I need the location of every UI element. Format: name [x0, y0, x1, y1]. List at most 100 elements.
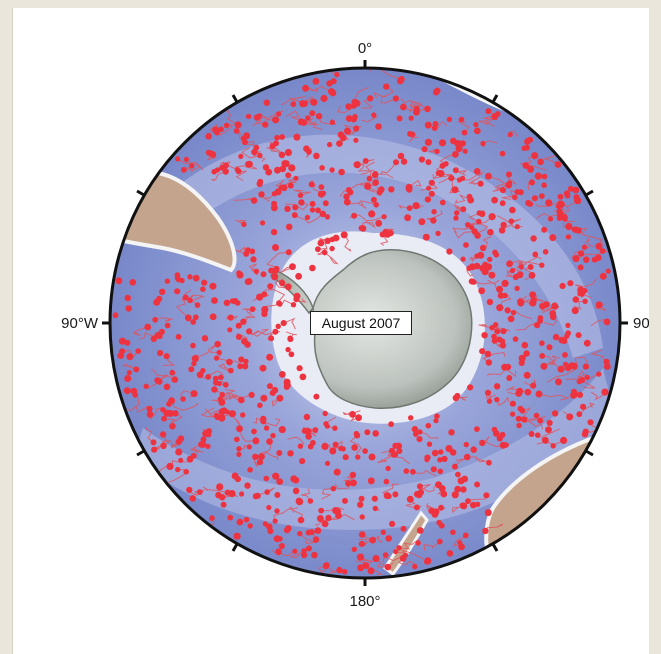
float-marker [288, 164, 296, 172]
float-marker [274, 492, 281, 498]
float-marker [547, 216, 554, 222]
float-track [543, 153, 559, 165]
float-marker [304, 214, 311, 221]
float-marker [601, 388, 609, 396]
float-marker [243, 251, 250, 257]
float-marker [283, 378, 291, 386]
float-marker [234, 121, 242, 129]
float-marker [278, 151, 286, 158]
float-marker [452, 463, 458, 470]
float-marker [571, 307, 579, 315]
float-marker [418, 156, 425, 163]
float-marker [259, 364, 267, 372]
float-marker [272, 328, 279, 335]
float-track [467, 456, 486, 463]
float-marker [571, 226, 578, 233]
float-marker [216, 349, 222, 356]
float-track [317, 247, 328, 256]
float-marker [370, 196, 377, 203]
float-marker [285, 346, 291, 353]
float-track [395, 549, 425, 560]
float-marker [234, 167, 241, 173]
float-marker [545, 426, 552, 434]
float-track [263, 299, 294, 308]
float-marker [124, 375, 132, 382]
float-marker [373, 202, 380, 208]
float-marker [292, 487, 300, 495]
float-marker [182, 294, 189, 301]
float-marker [215, 491, 222, 499]
float-marker [243, 358, 249, 364]
float-marker [326, 80, 333, 87]
float-marker [462, 148, 468, 154]
float-track [283, 317, 296, 330]
float-marker [233, 532, 241, 540]
float-track [398, 557, 418, 566]
float-marker [263, 99, 270, 106]
float-marker [509, 206, 516, 214]
float-marker [352, 113, 358, 120]
float-track [262, 193, 275, 202]
float-marker [539, 340, 545, 347]
float-marker [216, 380, 222, 387]
float-marker [372, 171, 379, 177]
float-marker [263, 475, 270, 482]
float-marker [562, 352, 568, 358]
float-marker [438, 449, 444, 455]
float-track [478, 116, 496, 126]
float-marker [314, 527, 322, 534]
float-track [275, 179, 284, 188]
float-marker [217, 396, 224, 402]
float-marker [376, 189, 383, 196]
float-marker [470, 446, 478, 454]
float-marker [312, 427, 319, 433]
float-marker [238, 356, 245, 363]
float-marker [451, 491, 459, 499]
float-marker [393, 159, 399, 166]
float-track [286, 110, 302, 122]
float-marker [260, 271, 267, 278]
float-marker [358, 540, 365, 548]
float-marker [135, 348, 141, 354]
float-marker [146, 411, 154, 418]
float-track [304, 95, 315, 105]
float-marker [396, 448, 403, 454]
float-track [505, 269, 516, 278]
float-marker [214, 340, 221, 348]
float-track [553, 204, 571, 214]
float-marker [211, 386, 218, 393]
float-marker [539, 353, 546, 359]
float-marker [433, 418, 439, 424]
float-marker [223, 122, 230, 129]
float-marker [397, 152, 405, 160]
float-marker [216, 483, 224, 491]
float-marker [491, 338, 498, 344]
float-marker [438, 504, 445, 511]
label-0-deg: 0° [358, 40, 372, 57]
float-marker [424, 121, 432, 129]
float-marker [385, 535, 393, 542]
float-marker [237, 396, 245, 404]
float-marker [273, 140, 279, 147]
float-marker [578, 250, 585, 257]
float-marker [164, 322, 171, 329]
float-marker [466, 193, 473, 200]
float-marker [247, 523, 253, 529]
float-marker [150, 439, 157, 446]
float-marker [159, 431, 167, 438]
float-marker [276, 450, 283, 456]
float-marker [196, 489, 203, 495]
float-marker [209, 313, 217, 321]
float-track [509, 256, 542, 265]
float-marker [340, 231, 348, 239]
float-track [175, 299, 189, 319]
float-marker [372, 505, 378, 512]
float-marker [318, 507, 325, 514]
float-marker [488, 213, 496, 221]
float-track [150, 369, 170, 381]
float-track [168, 469, 189, 483]
float-marker [534, 322, 541, 329]
float-marker [309, 200, 316, 207]
float-marker [125, 305, 132, 312]
float-marker [267, 283, 274, 290]
